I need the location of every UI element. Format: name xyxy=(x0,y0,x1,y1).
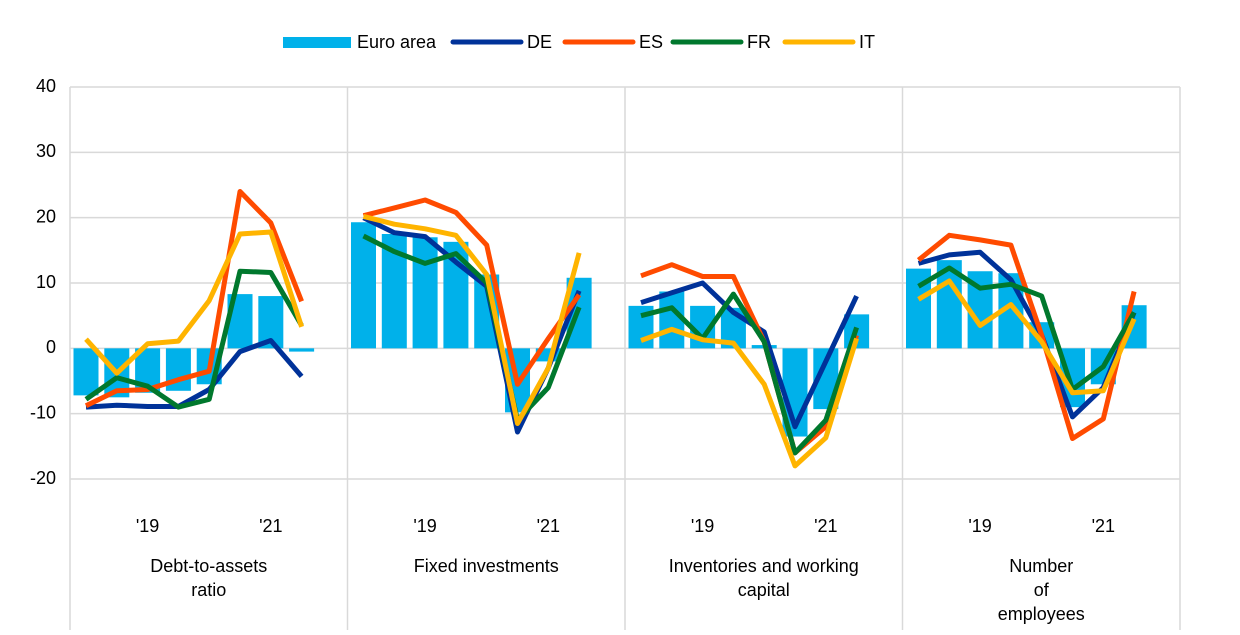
line-series xyxy=(362,197,582,387)
y-tick-label: 0 xyxy=(46,337,56,357)
panel-label: of xyxy=(1034,580,1050,600)
y-tick-label: 30 xyxy=(36,141,56,161)
legend-label: Euro area xyxy=(357,32,437,52)
panel-label: capital xyxy=(738,580,790,600)
legend-label: IT xyxy=(859,32,875,52)
legend-swatch xyxy=(283,37,351,48)
line-series xyxy=(84,229,304,376)
x-tick-label: '19 xyxy=(968,516,991,536)
x-tick-label: '21 xyxy=(1092,516,1115,536)
panel-label: Number xyxy=(1009,556,1073,576)
bar xyxy=(659,291,685,349)
line-series xyxy=(917,265,1137,392)
y-tick-label: 20 xyxy=(36,206,56,226)
legend-label: DE xyxy=(527,32,552,52)
panel-label: Fixed investments xyxy=(414,556,559,576)
panel-label: employees xyxy=(998,604,1085,624)
bar xyxy=(351,222,376,349)
line-series xyxy=(84,268,304,410)
panel-label: Debt-to-assets xyxy=(150,556,267,576)
x-tick-label: '21 xyxy=(814,516,837,536)
line-series xyxy=(640,291,859,456)
line-series xyxy=(85,338,304,410)
legend-label: ES xyxy=(639,32,663,52)
line-series xyxy=(640,326,859,469)
x-tick-label: '21 xyxy=(537,516,560,536)
y-tick-label: 10 xyxy=(36,272,56,292)
line-series xyxy=(362,213,582,426)
line-series xyxy=(917,278,1137,396)
legend-label: FR xyxy=(747,32,771,52)
bar xyxy=(412,237,438,349)
x-tick-label: '19 xyxy=(413,516,436,536)
y-tick-label: -20 xyxy=(30,468,56,488)
line-series xyxy=(362,233,582,423)
panel-label: ratio xyxy=(191,580,226,600)
line-series xyxy=(84,189,304,409)
panel-label: Inventories and working xyxy=(669,556,859,576)
x-tick-label: '21 xyxy=(259,516,282,536)
x-tick-label: '19 xyxy=(136,516,159,536)
x-tick-label: '19 xyxy=(691,516,714,536)
bar xyxy=(73,348,99,396)
y-tick-label: -10 xyxy=(30,402,56,422)
y-tick-label: 40 xyxy=(36,76,56,96)
line-series xyxy=(640,262,859,456)
bar xyxy=(289,348,315,352)
